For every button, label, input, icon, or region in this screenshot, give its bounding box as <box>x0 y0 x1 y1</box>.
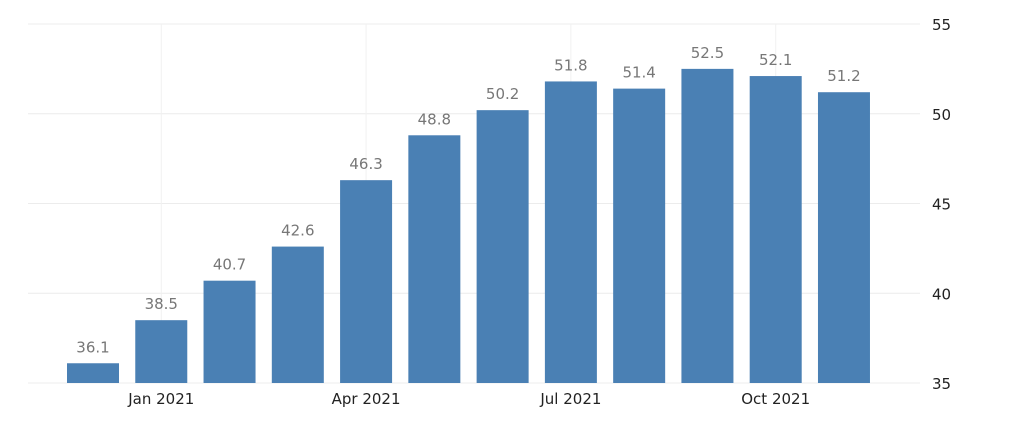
bar[interactable] <box>67 363 119 383</box>
y-axis: 35 40 45 50 55 <box>932 16 951 393</box>
y-tick-label: 55 <box>932 16 951 34</box>
bar[interactable] <box>681 68 734 383</box>
value-label-layer: 36.1 38.5 40.7 42.6 46.3 48.8 50.2 51.8 51.4 52.5… <box>76 44 860 356</box>
y-tick-label: 50 <box>932 106 951 124</box>
bar[interactable] <box>817 92 870 384</box>
y-tick-label: 45 <box>932 196 951 214</box>
bar[interactable] <box>476 110 529 383</box>
bar[interactable] <box>613 88 666 384</box>
y-tick-label: 35 <box>932 375 951 393</box>
bar-value-label: 40.7 <box>213 256 246 274</box>
bar[interactable] <box>203 280 256 383</box>
bar-value-label: 38.5 <box>145 295 178 313</box>
bar-value-label: 51.8 <box>554 56 587 74</box>
bar[interactable] <box>544 81 597 383</box>
bar[interactable] <box>749 76 802 384</box>
bar-value-label: 52.1 <box>759 51 792 69</box>
bar-value-label: 51.4 <box>622 64 655 82</box>
bar[interactable] <box>271 246 324 383</box>
x-tick-label: Jan 2021 <box>127 390 194 408</box>
bar[interactable] <box>135 320 188 383</box>
x-tick-label: Apr 2021 <box>332 390 401 408</box>
x-tick-label: Jul 2021 <box>539 390 601 408</box>
bar-value-label: 51.2 <box>827 67 860 85</box>
bar[interactable] <box>340 180 393 383</box>
bar-value-label: 52.5 <box>691 44 724 62</box>
bar[interactable] <box>408 135 461 383</box>
bar-value-label: 50.2 <box>486 85 519 103</box>
bar-value-label: 42.6 <box>281 222 314 240</box>
y-tick-label: 40 <box>932 285 951 303</box>
bar-value-label: 46.3 <box>349 155 382 173</box>
bar-value-label: 48.8 <box>418 110 451 128</box>
x-axis: Jan 2021 Apr 2021 Jul 2021 Oct 2021 <box>127 390 810 408</box>
x-tick-label: Oct 2021 <box>741 390 810 408</box>
bar-layer <box>67 68 870 384</box>
bar-value-label: 36.1 <box>76 338 109 356</box>
